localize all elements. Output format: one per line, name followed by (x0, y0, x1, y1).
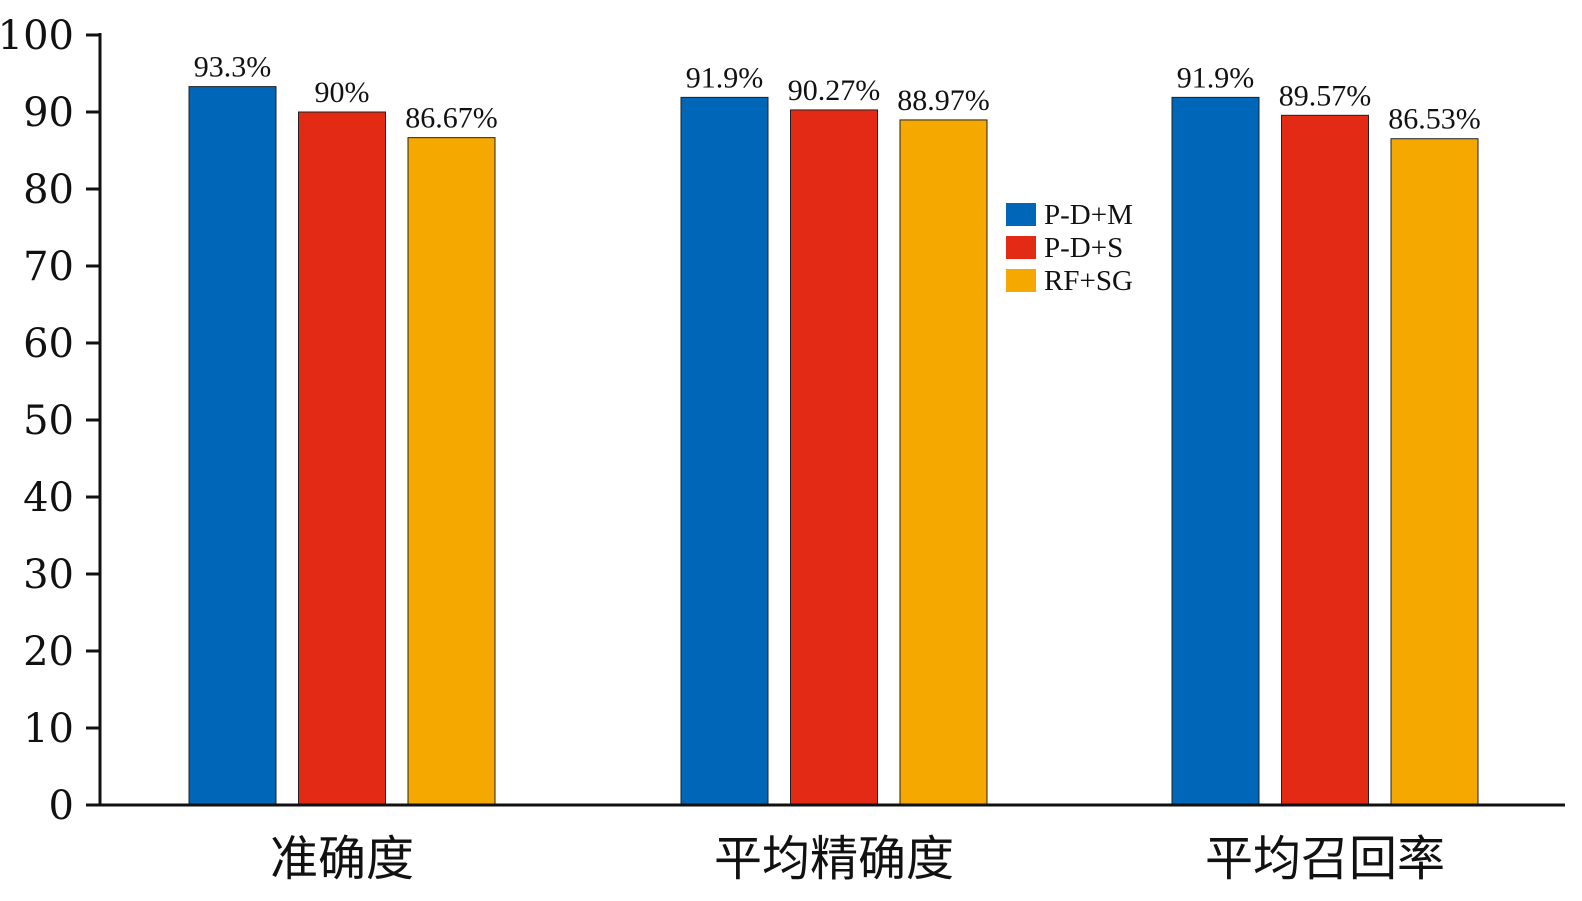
legend-swatch (1006, 203, 1036, 226)
y-tick-label: 80 (23, 167, 74, 213)
x-category-label: 平均精确度 (714, 831, 954, 887)
bar (1281, 114, 1369, 806)
legend-swatch (1006, 236, 1036, 259)
y-tick-label: 0 (49, 783, 74, 829)
y-tick-label: 90 (23, 90, 74, 136)
bar (1390, 138, 1479, 806)
data-label: 89.57% (1279, 79, 1372, 112)
bar (790, 109, 878, 806)
data-label: 86.53% (1388, 103, 1481, 136)
x-category-label: 准确度 (270, 831, 414, 887)
y-tick-label: 70 (23, 244, 74, 290)
legend-label: RF+SG (1044, 265, 1133, 297)
legend: P-D+MP-D+SRF+SG (1006, 199, 1133, 297)
legend-label: P-D+M (1044, 199, 1133, 231)
bar (298, 111, 386, 806)
data-label: 88.97% (897, 84, 990, 117)
y-tick-label: 40 (23, 475, 74, 521)
bar (680, 96, 769, 806)
bars (188, 86, 1479, 806)
y-tick-label: 60 (23, 321, 74, 367)
data-label: 91.9% (686, 61, 764, 94)
y-tick-label: 20 (23, 629, 74, 675)
bar (188, 86, 277, 806)
legend-swatch (1006, 269, 1036, 292)
data-labels: 93.3% 90% 86.67% 91.9% 90.27% 88.97% 91.9% 89.5… (194, 51, 1481, 136)
bar (407, 137, 496, 806)
legend-label: P-D+S (1044, 232, 1123, 264)
y-tick-label: 100 (0, 13, 74, 59)
x-category-label: 平均召回率 (1205, 831, 1445, 887)
data-label: 90.27% (788, 74, 881, 107)
bar (899, 119, 988, 806)
data-label: 91.9% (1177, 61, 1255, 94)
data-label: 93.3% (194, 51, 272, 84)
y-tick-label: 50 (23, 398, 74, 444)
y-tick-label: 30 (23, 552, 74, 598)
bar (1171, 96, 1260, 806)
y-tick-label: 10 (23, 706, 74, 752)
x-axis: 准确度 平均精确度 平均召回率 (100, 803, 1565, 887)
y-axis: 0 10 20 30 40 50 60 70 80 90 100 (0, 13, 102, 829)
data-label: 90% (315, 76, 370, 109)
data-label: 86.67% (405, 102, 498, 135)
